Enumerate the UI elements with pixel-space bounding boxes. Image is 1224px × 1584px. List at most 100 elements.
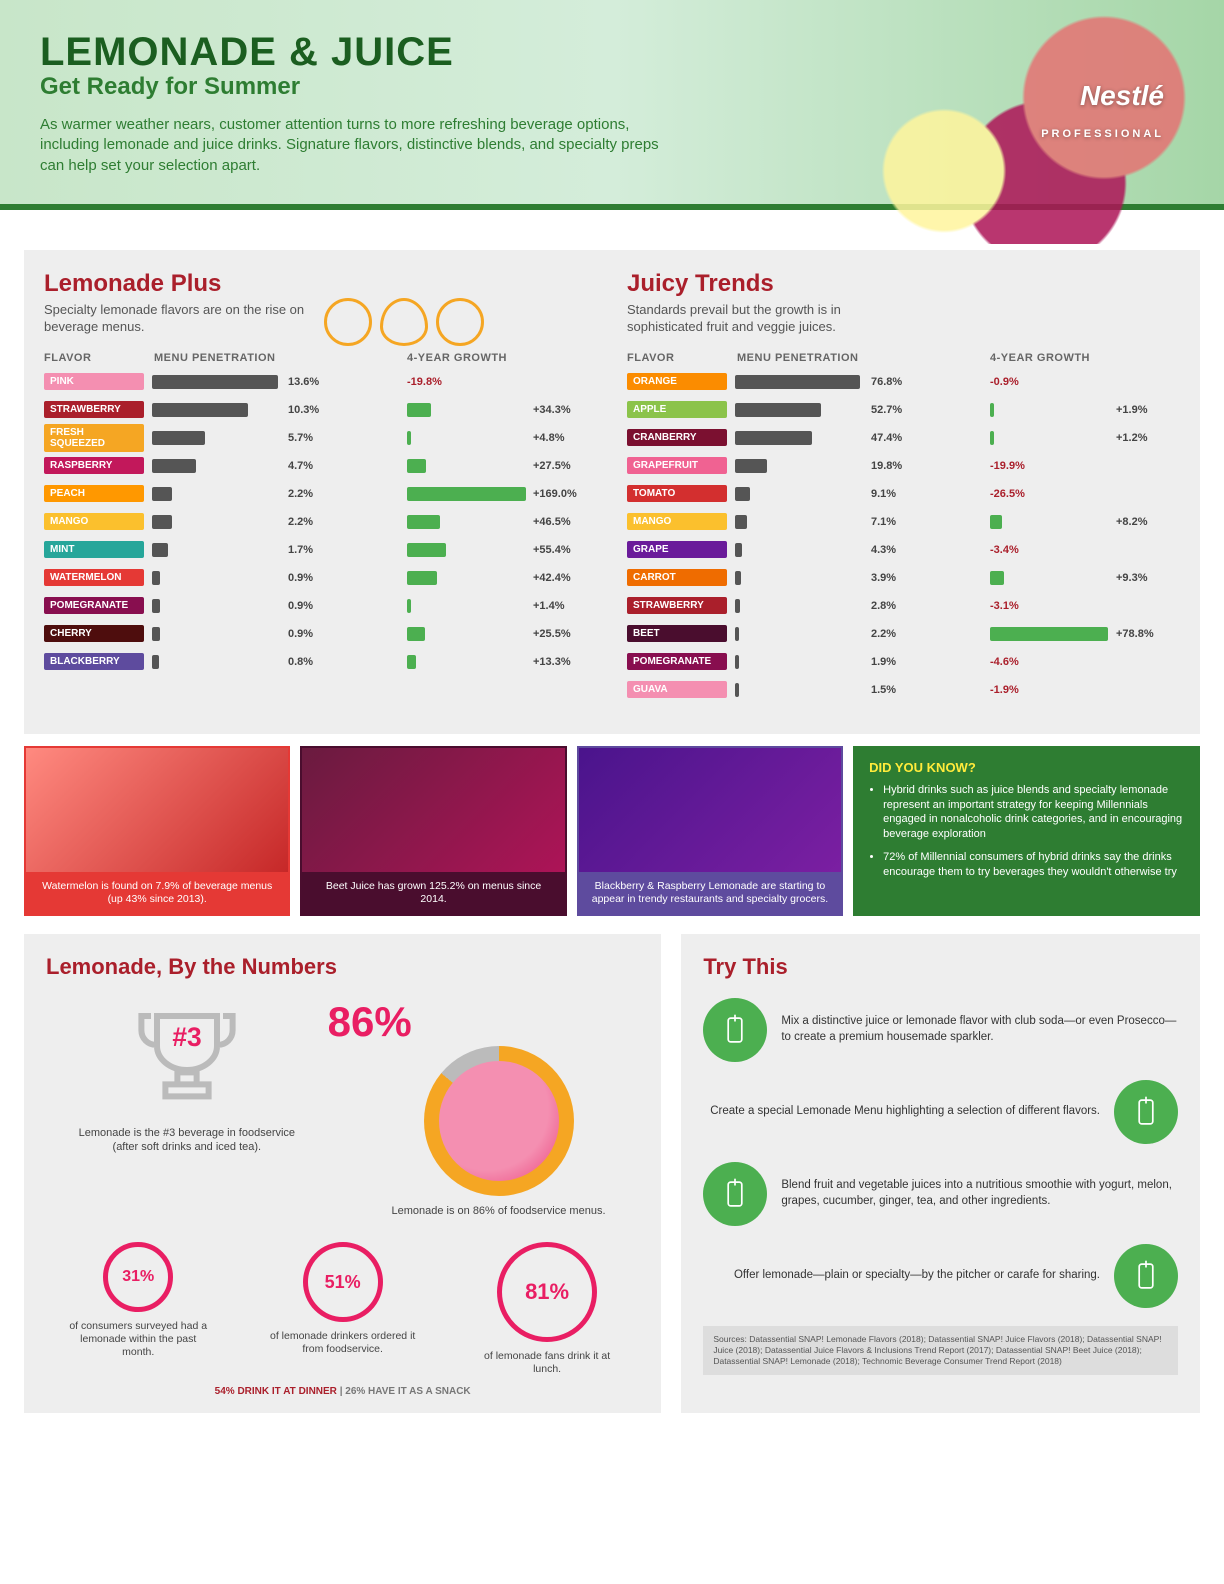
numbers-footer: 54% DRINK IT AT DINNER | 26% HAVE IT AS … [46,1386,639,1397]
table-row: PEACH2.2%+169.0% [44,482,597,506]
penetration-label: 1.7% [288,544,313,556]
penetration-bar [152,627,160,641]
juice-title: Juicy Trends [627,270,1180,298]
tip-item: Blend fruit and vegetable juices into a … [703,1162,1178,1226]
growth-bar [407,627,425,641]
photo-caption: Beet Juice has grown 125.2% on menus sin… [302,872,564,914]
table-row: APPLE52.7%+1.9% [627,398,1180,422]
penetration-cell: 0.9% [152,627,407,641]
penetration-bar [152,571,160,585]
penetration-cell: 3.9% [735,571,990,585]
growth-label: +9.3% [1116,572,1148,584]
penetration-bar [152,599,160,613]
penetration-cell: 13.6% [152,375,407,389]
growth-bar [990,403,994,417]
citrus-icon [436,298,484,346]
donut-block: 86% Lemonade is on 86% of foodservice me… [358,998,640,1218]
juice-column: Juicy Trends Standards prevail but the g… [627,270,1180,706]
penetration-label: 1.5% [871,684,896,696]
growth-label: -26.5% [990,488,1025,500]
penetration-cell: 5.7% [152,431,407,445]
flavor-chip: RASPBERRY [44,457,144,474]
flavor-chip: POMEGRANATE [627,653,727,670]
growth-bar [407,571,437,585]
photo-caption: Blackberry & Raspberry Lemonade are star… [579,872,841,914]
penetration-bar [735,515,747,529]
penetration-label: 1.9% [871,656,896,668]
brand-name: Nestlé [1080,80,1164,111]
table-row: MINT1.7%+55.4% [44,538,597,562]
growth-cell: +8.2% [990,515,1180,529]
sources: Sources: Datassential SNAP! Lemonade Fla… [703,1326,1178,1375]
penetration-bar [152,431,205,445]
growth-label: +13.3% [533,656,571,668]
penetration-cell: 2.8% [735,599,990,613]
penetration-label: 10.3% [288,404,319,416]
flavor-chip: FRESH SQUEEZED [44,424,144,452]
penetration-label: 76.8% [871,376,902,388]
flavor-chip: CHERRY [44,625,144,642]
penetration-cell: 2.2% [152,515,407,529]
growth-label: +4.8% [533,432,565,444]
table-row: FRESH SQUEEZED 5.7% +4.8% [44,426,597,450]
growth-label: +8.2% [1116,516,1148,528]
growth-cell: -1.9% [990,684,1180,696]
growth-cell: -0.9% [990,376,1180,388]
penetration-cell: 9.1% [735,487,990,501]
growth-cell: +27.5% [407,459,597,473]
growth-label: -1.9% [990,684,1019,696]
growth-cell: +1.4% [407,599,597,613]
growth-cell: -19.9% [990,460,1180,472]
flavor-chip: MANGO [44,513,144,530]
penetration-bar [735,431,812,445]
growth-bar [407,431,411,445]
penetration-cell: 4.7% [152,459,407,473]
table-row: POMEGRANATE0.9%+1.4% [44,594,597,618]
flavor-chip: CRANBERRY [627,429,727,446]
flavor-chip: CARROT [627,569,727,586]
trophy-block: #3 Lemonade is the #3 beverage in foodse… [46,998,328,1155]
lemonade-table-head: FLAVOR MENU PENETRATION 4-YEAR GROWTH [44,352,597,364]
growth-label: +46.5% [533,516,571,528]
penetration-label: 0.9% [288,572,313,584]
tip-text: Create a special Lemonade Menu highlight… [710,1104,1100,1120]
trophy-caption: Lemonade is the #3 beverage in foodservi… [77,1126,297,1155]
growth-bar [407,459,426,473]
intro-text: As warmer weather nears, customer attent… [40,115,660,176]
table-row: BLACKBERRY0.8%+13.3% [44,650,597,674]
penetration-bar [735,571,741,585]
table-row: GUAVA 1.5% -1.9% [627,678,1180,702]
th-penetration: MENU PENETRATION [154,352,407,364]
growth-label: +34.3% [533,404,571,416]
table-row: MANGO7.1%+8.2% [627,510,1180,534]
bar-charts-section: Lemonade Plus Specialty lemonade flavors… [24,250,1200,734]
photo-card: Watermelon is found on 7.9% of beverage … [24,746,290,916]
flavor-chip: GUAVA [627,681,727,698]
penetration-label: 2.2% [288,516,313,528]
flavor-chip: GRAPE [627,541,727,558]
table-row: PINK13.6%-19.8% [44,370,597,394]
flavor-chip: MINT [44,541,144,558]
growth-cell: +46.5% [407,515,597,529]
penetration-label: 0.9% [288,600,313,612]
growth-cell: +1.2% [990,431,1180,445]
penetration-cell: 0.9% [152,571,407,585]
cards-row: Watermelon is found on 7.9% of beverage … [24,746,1200,916]
header: LEMONADE & JUICE Get Ready for Summer As… [0,0,1224,210]
growth-bar [407,543,446,557]
growth-label: -4.6% [990,656,1019,668]
flavor-chip: MANGO [627,513,727,530]
penetration-label: 47.4% [871,432,902,444]
donut-percent: 86% [328,998,640,1046]
ring-value: 51% [303,1242,383,1322]
table-row: MANGO 2.2% +46.5% [44,510,597,534]
blender-icon [703,1162,767,1226]
growth-label: -19.9% [990,460,1025,472]
growth-cell: +25.5% [407,627,597,641]
th-penetration: MENU PENETRATION [737,352,990,364]
growth-cell: +9.3% [990,571,1180,585]
dyk-bullet: 72% of Millennial consumers of hybrid dr… [883,850,1184,880]
lemonade-title: Lemonade Plus [44,270,597,298]
table-row: CARROT 3.9% +9.3% [627,566,1180,590]
penetration-bar [152,375,278,389]
